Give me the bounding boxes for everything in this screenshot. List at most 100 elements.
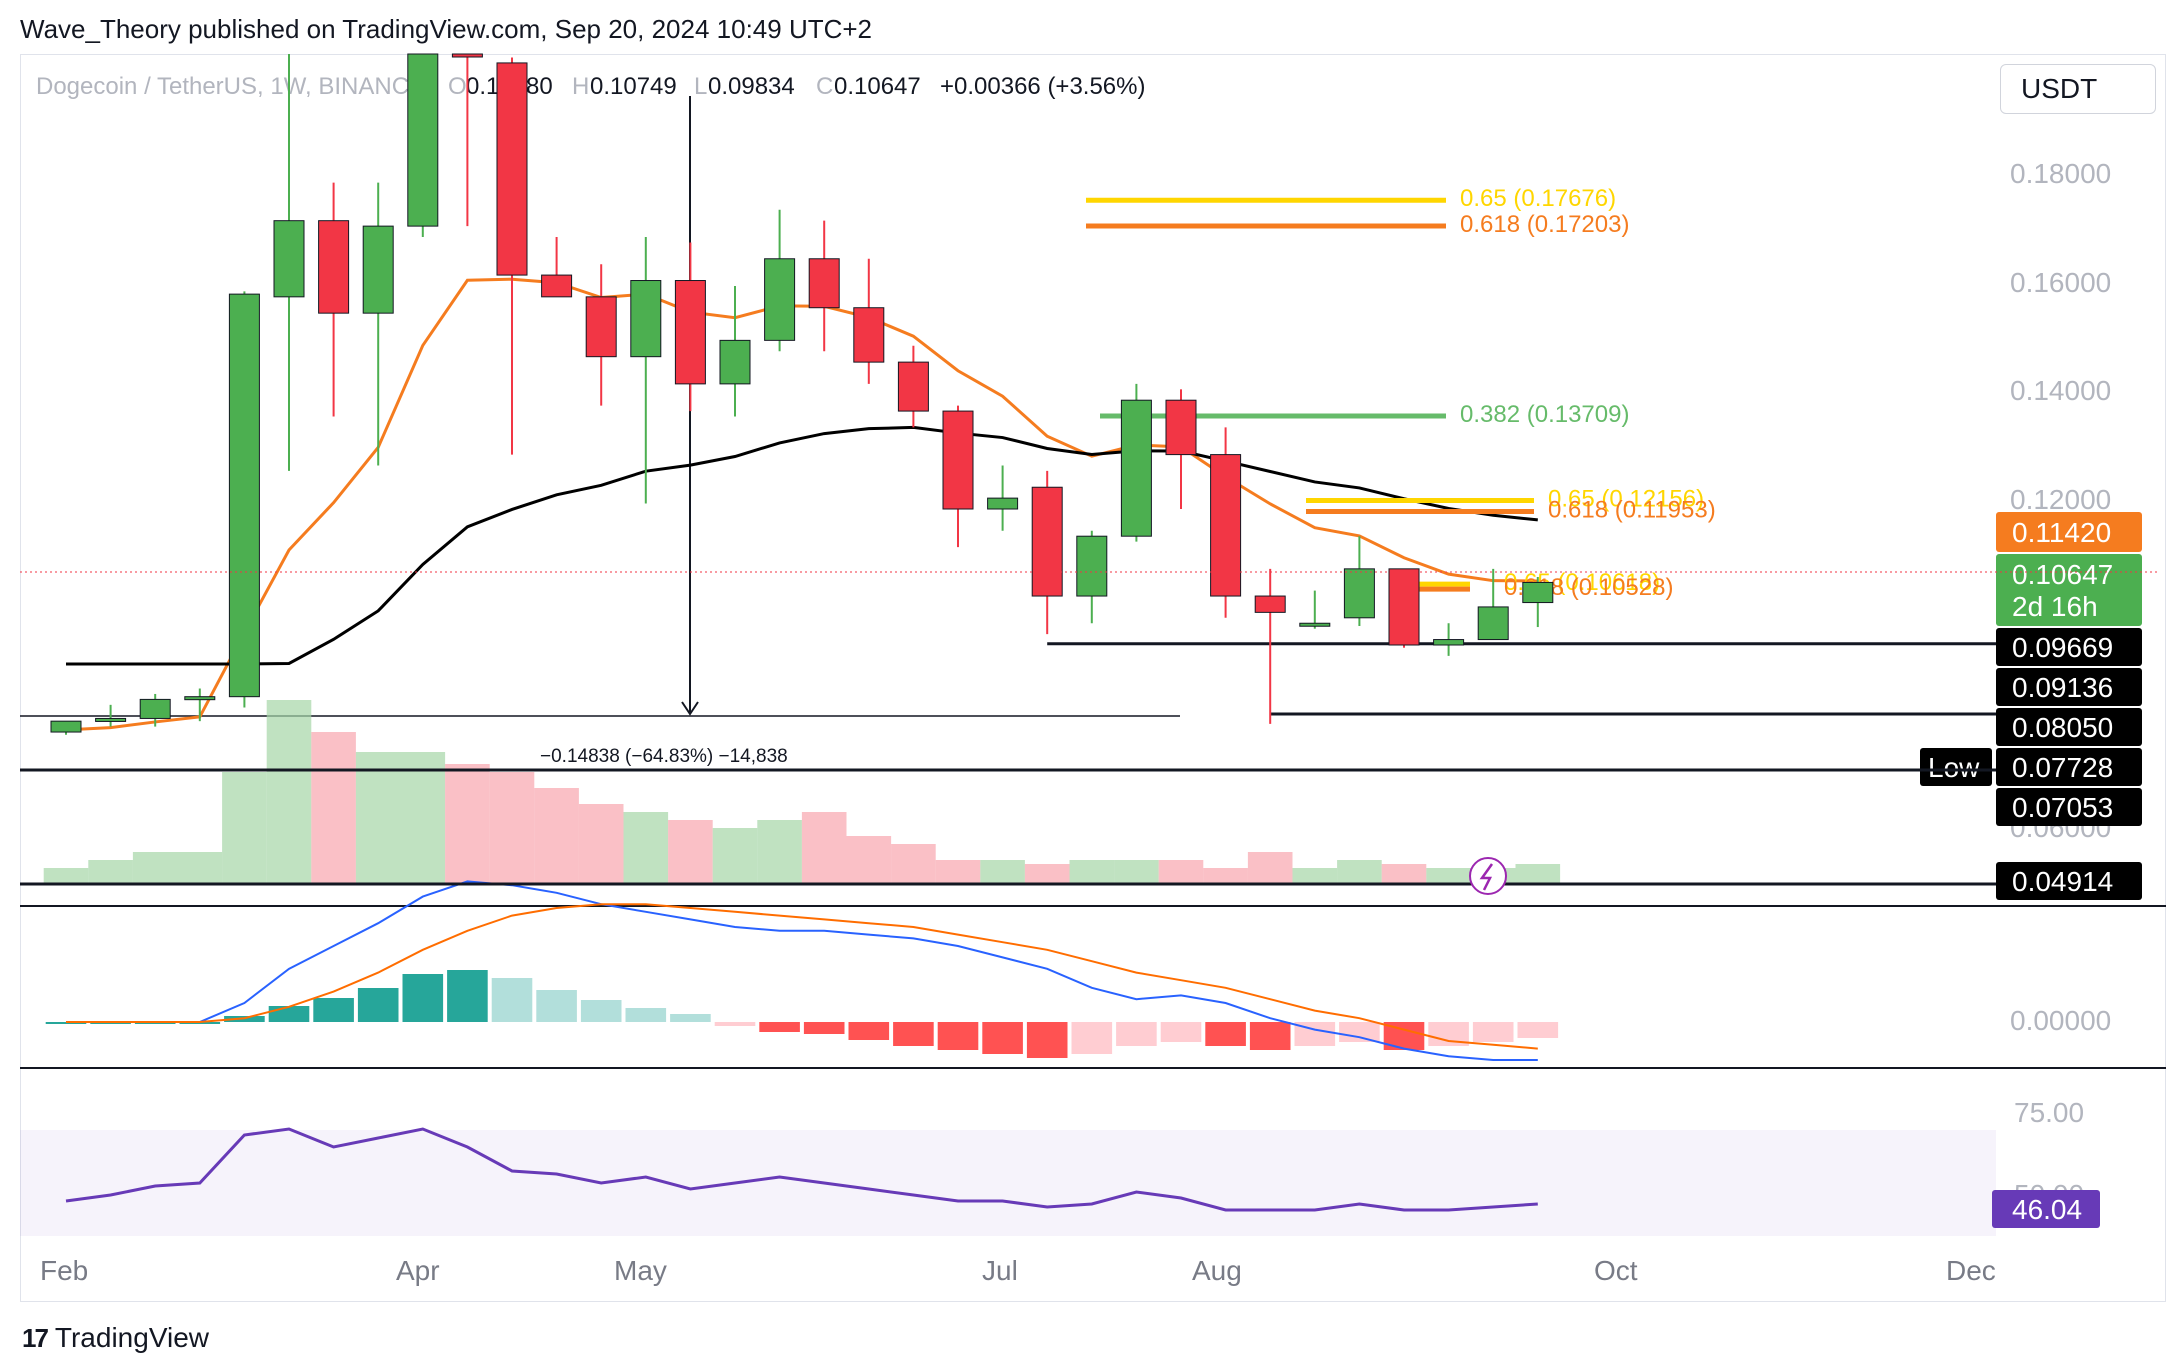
candle-body [674,280,706,385]
candle-body [362,225,394,314]
candle-body [897,361,929,412]
candle-body [1031,486,1063,597]
chart-frame [20,54,2166,1302]
volume-bar [1515,864,1561,884]
price-badge [1996,862,2142,900]
candle-body [942,410,974,510]
candle-body [630,280,662,358]
candle-body [95,717,127,722]
price-labels: 0.11420 0.10647 2d 16h 0.09669 0.09136 0… [1920,512,2142,1228]
macd-bar [268,1006,310,1022]
volume-bar [489,772,535,884]
candle-body [1522,581,1554,604]
macd-bar [313,998,354,1022]
candle-body [1165,399,1197,456]
price-badge [1996,748,2142,786]
macd-bar [893,1022,934,1046]
candle-body [1254,595,1286,613]
x-tick: Feb [40,1255,88,1286]
lightning-icon [1479,863,1494,891]
price-badge-text: 0.08050 [2012,712,2113,743]
volume-bar [1069,860,1115,884]
macd-bar [1205,1022,1246,1046]
candles[interactable] [50,53,1554,735]
ema-short-badge [1996,512,2142,552]
price-badge-text: 0.09136 [2012,672,2113,703]
volume-bar [1381,864,1427,884]
legend-symbol: Dogecoin / TetherUS, 1W, BINANCE [36,73,425,100]
candle-body [764,258,796,341]
macd-bar [670,1014,711,1022]
candle-body [1388,568,1420,646]
candle-body [184,696,216,701]
legend-l-label: L [694,73,707,100]
macd-bar [357,988,399,1022]
brand-name: TradingView [54,1322,210,1353]
volume-bar [1426,868,1471,884]
fib-label: 0.65 (0.17676) [1460,185,1616,212]
rsi-band [20,1130,1996,1236]
candle-body [1299,622,1331,627]
x-axis[interactable]: Feb Apr May Jul Aug Oct Dec [40,1255,1996,1286]
macd-bar [714,1022,756,1026]
volume-bar [668,820,713,884]
rsi-value-text: 46.04 [2012,1194,2082,1225]
macd-bar [625,1008,667,1022]
volume-bar [578,804,624,884]
y-tick: 0.12000 [2010,484,2111,515]
x-tick: May [614,1255,667,1286]
currency-selector[interactable]: USDT [2000,64,2156,114]
volume-bar [757,820,802,884]
volume-bar [801,812,847,884]
macd-bar [1472,1022,1514,1042]
x-tick: Apr [396,1255,440,1286]
macd-bar [982,1022,1023,1054]
candle-body [987,497,1019,510]
macd-histogram [45,880,1559,1061]
moving-averages [65,277,1538,732]
fib-label: 0.618 (0.17203) [1460,211,1629,238]
macd-bar [536,990,577,1022]
alert-icon[interactable] [1469,857,1507,895]
volume-bar [1158,860,1204,884]
macd-bar [1116,1022,1157,1046]
rsi-tick: 75.00 [2014,1097,2084,1128]
legend-change: +0.00366 (+3.56%) [940,73,1146,100]
macd-bar [1339,1022,1380,1042]
rsi-value-badge [1992,1190,2100,1228]
legend-h-label: H [572,73,589,100]
signal-line [66,903,1538,1050]
volume-bar [980,860,1025,884]
macd-bar [1517,1022,1559,1038]
price-badge [1996,788,2142,826]
volume-bar [712,828,758,884]
macd-bar [759,1022,800,1032]
volume-bar [1292,868,1338,884]
volume-histogram [43,700,1561,884]
volume-bar [266,700,312,884]
volume-bar [1337,860,1382,884]
macd-bar [937,1022,979,1050]
volume-bar [355,752,401,884]
candle-body [585,296,617,358]
candle-body [228,293,260,698]
price-badge-text: 0.07053 [2012,792,2113,823]
candle-body [1343,568,1375,619]
low-badge [1920,748,1992,786]
candle-body [719,339,751,385]
y-tick: 0.18000 [2010,158,2111,189]
volume-bar [400,752,446,884]
candle-body [318,220,350,314]
y-tick: 0.14000 [2010,375,2111,406]
measure-label: −0.14838 (−64.83%) −14,838 [540,746,788,767]
macd-bar [1249,1022,1291,1050]
candle-body [50,720,82,733]
y-tick: 0.00000 [2010,1005,2111,1036]
countdown-text: 2d 16h [2012,591,2098,622]
candle-body [853,307,885,363]
macd-bar [848,1022,890,1040]
volume-bar [132,852,178,884]
footer[interactable]: 17 TradingView [22,1322,209,1354]
fib-levels[interactable]: 0.65 (0.17676)0.618 (0.17203) 0.382 (0.13… [1086,185,1716,601]
